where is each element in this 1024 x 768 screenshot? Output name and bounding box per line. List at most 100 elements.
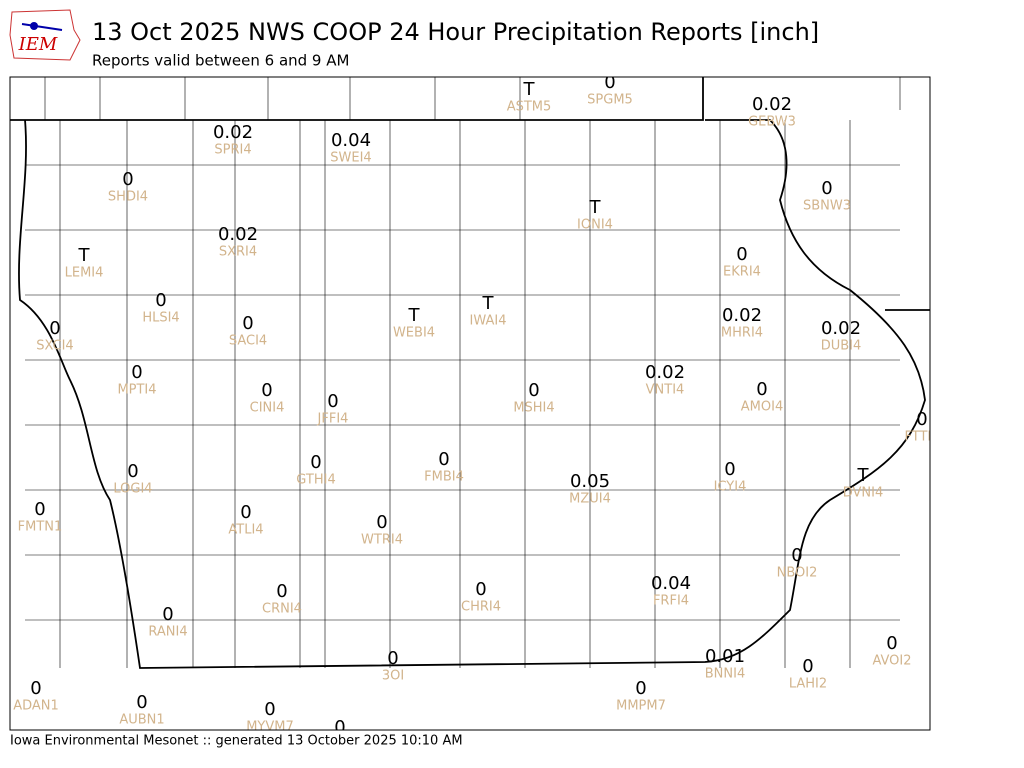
station-id: MPTI4 [117,383,156,398]
station-id: GTHI4 [296,473,335,488]
precip-value: T [482,293,495,314]
station-id: FMTN1 [18,520,63,535]
station-id: 3OI [382,669,404,684]
precip-value: 0 [240,502,251,523]
station-id: RANI4 [148,625,187,640]
station-id: JFFI4 [317,412,349,427]
precip-value: 0 [264,699,275,720]
station-id: SPGM5 [587,93,633,108]
precip-value: 0 [528,380,539,401]
precip-value: 0.05 [570,471,610,492]
precip-value: 0 [438,449,449,470]
precip-value: 0 [635,678,646,699]
logo-text: IEM [18,34,58,55]
station-id: LAHI2 [789,677,827,692]
station-id: SPRI4 [214,143,251,158]
station-id: BNNI4 [705,667,745,682]
precip-value: 0 [49,318,60,339]
precip-value: 0.02 [213,122,253,143]
precip-value: 0.02 [752,94,792,115]
station-id: FTTI4 [904,430,939,445]
precip-value: 0 [376,512,387,533]
station-id: AUBN1 [119,713,164,728]
precip-value: 0 [387,648,398,669]
station-id: IONI4 [577,218,613,233]
station-id: CHRI4 [461,600,501,615]
state-border [10,77,930,669]
station-id: FRFI4 [653,594,689,609]
station-id: MZUI4 [569,492,611,507]
precip-value: 0.04 [651,573,691,594]
station-id: SBNW3 [803,199,851,214]
station-id: FMBI4 [424,470,464,485]
station-id: VNTI4 [646,383,685,398]
subtitle: Reports valid between 6 and 9 AM [92,52,349,70]
map-frame [9,76,931,731]
precip-value: 0 [127,461,138,482]
precip-value: T [408,305,421,326]
station-id: EKRI4 [723,265,761,280]
precip-value: 0 [886,633,897,654]
station-id: CINI4 [250,401,285,416]
precip-value: 0 [327,391,338,412]
station-id: AMOI4 [741,400,783,415]
station-id: ICYI4 [714,480,747,495]
precip-value: T [78,245,91,266]
station-id: LEMI4 [65,266,104,281]
station-id: WEBI4 [393,326,435,341]
precip-value: 0 [724,459,735,480]
station-id: MMPM7 [616,699,666,714]
precip-value: 0 [791,545,802,566]
station-id: MYVM7 [246,720,294,735]
precip-value: 0.02 [821,318,861,339]
precip-value: 0 [261,380,272,401]
precip-value: 0.02 [645,362,685,383]
precip-value: 0 [122,169,133,190]
precip-value: 0 [475,579,486,600]
precip-value: 0 [310,452,321,473]
station-id: DUBI4 [821,339,862,354]
station-id: WTRI4 [361,533,403,548]
station-id: ADAN1 [13,699,59,714]
precip-value: 0 [34,499,45,520]
station-id: CRNI4 [262,602,302,617]
logo: IEM [9,9,81,61]
station-id: NBOI2 [777,566,818,581]
precip-value: 0 [334,717,345,738]
precip-value: 0.02 [722,305,762,326]
precip-value: 0 [756,379,767,400]
station-id: SHDI4 [108,190,148,205]
precip-value: 0 [30,678,41,699]
station-id: MSHI4 [513,401,554,416]
station-id: SACI4 [229,334,267,349]
station-id: ATLI4 [228,523,263,538]
precip-value: 0 [242,313,253,334]
precip-value: T [523,79,536,100]
station-id: GEBW3 [748,115,796,130]
precip-value: T [589,197,602,218]
station-id: SWEI4 [330,151,371,166]
station-id: SXRI4 [219,245,257,260]
precip-value: 0 [162,604,173,625]
station-id: DVNI4 [843,486,884,501]
station-id: AVOI2 [872,654,911,669]
title: 13 Oct 2025 NWS COOP 24 Hour Precipitati… [92,18,819,46]
precip-value: 0 [276,581,287,602]
precip-value: 0 [155,290,166,311]
station-id: SXCI4 [36,339,73,354]
precip-value: 0 [736,244,747,265]
precip-value: 0 [916,409,927,430]
precip-value: 0.01 [705,646,745,667]
precip-value: 0 [136,692,147,713]
precip-value: 0 [802,656,813,677]
precip-value: T [857,465,870,486]
county-lines [25,120,900,668]
precip-value: 0 [604,72,615,93]
station-id: IWAI4 [470,314,507,329]
station-id: ASTM5 [507,100,552,115]
station-id: MHRI4 [721,326,763,341]
footer: Iowa Environmental Mesonet :: generated … [10,734,463,749]
